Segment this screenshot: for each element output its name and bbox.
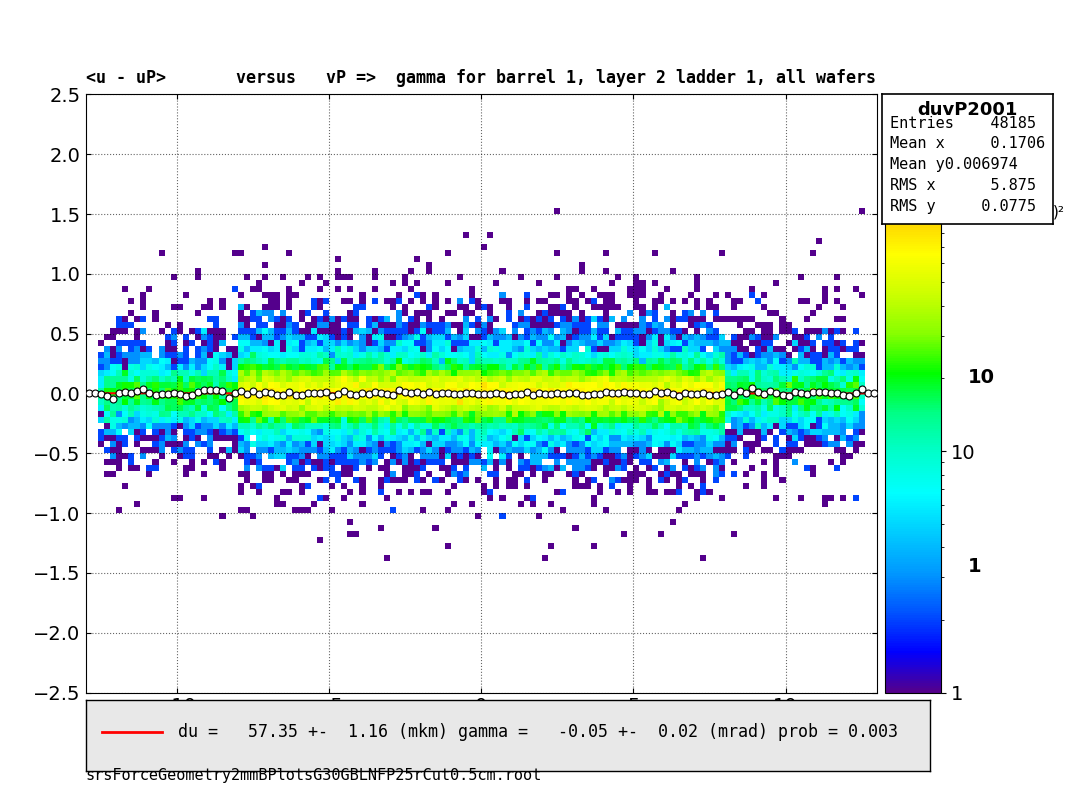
Text: <u - uP>       versus   vP =>  gamma for barrel 1, layer 2 ladder 1, all wafers: <u - uP> versus vP => gamma for barrel 1… (86, 69, 876, 87)
Text: srsForceGeometry2mmBPlotsG30GBLNFP25rCut0.5cm.root: srsForceGeometry2mmBPlotsG30GBLNFP25rCut… (86, 768, 542, 783)
Text: Entries    48185: Entries 48185 (890, 116, 1037, 131)
Text: 1: 1 (967, 557, 981, 576)
Text: du =   57.35 +-  1.16 (mkm) gamma =   -0.05 +-  0.02 (mrad) prob = 0.003: du = 57.35 +- 1.16 (mkm) gamma = -0.05 +… (179, 723, 898, 741)
Text: duvP2001: duvP2001 (917, 101, 1018, 119)
Text: Mean x     0.1706: Mean x 0.1706 (890, 136, 1045, 151)
Text: Mean y0.006974: Mean y0.006974 (890, 157, 1019, 172)
Text: 10: 10 (967, 368, 994, 387)
Text: )²: )² (1053, 205, 1065, 220)
Text: RMS y     0.0775: RMS y 0.0775 (890, 198, 1037, 213)
Text: RMS x      5.875: RMS x 5.875 (890, 178, 1037, 193)
